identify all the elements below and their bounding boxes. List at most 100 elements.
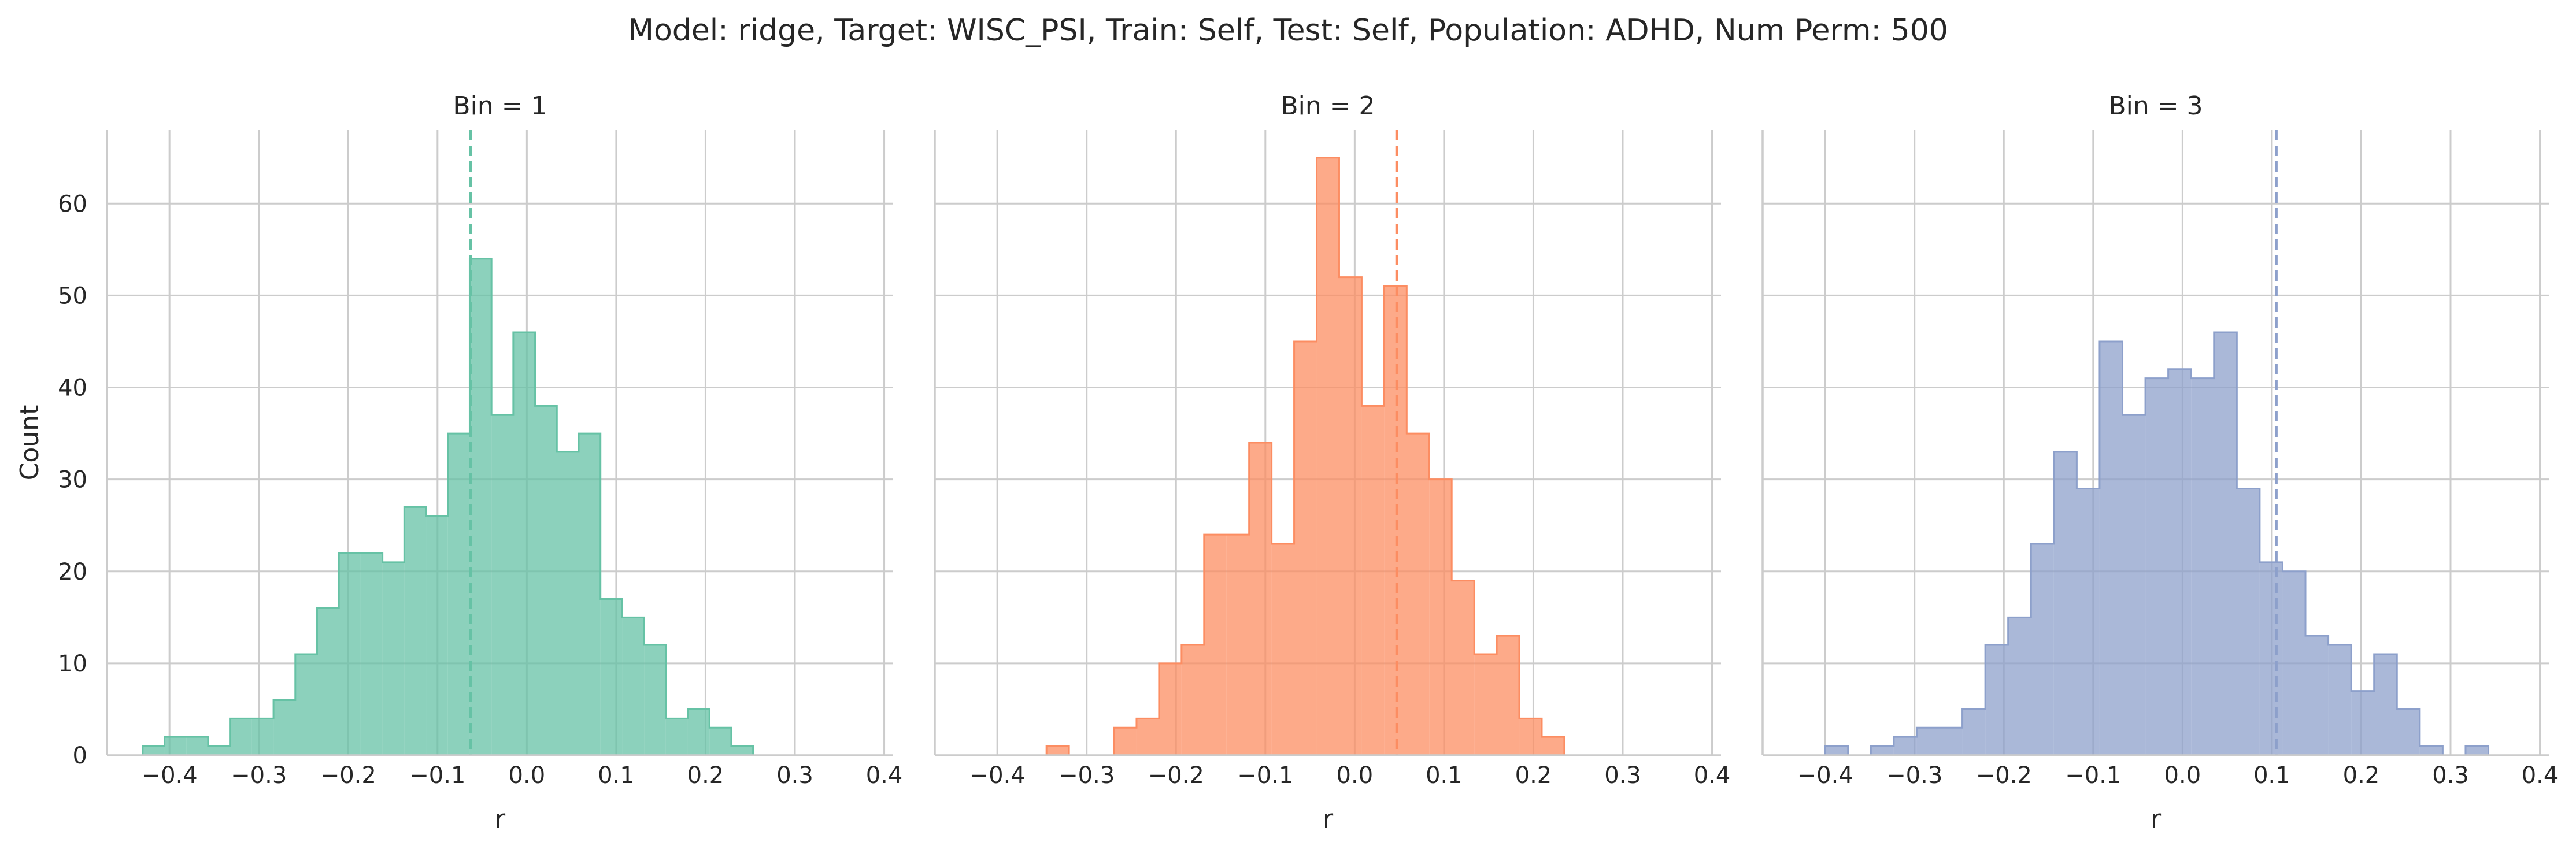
histogram-bar [622, 617, 645, 755]
x-tick-label: −0.3 [231, 762, 287, 789]
histogram-outline [1824, 331, 2490, 756]
histogram-bar [1046, 746, 1069, 755]
x-tick-label: 0.2 [687, 762, 724, 789]
x-tick-label: −0.2 [1148, 762, 1204, 789]
histogram-bar [1114, 728, 1137, 755]
histogram-bar [447, 433, 470, 755]
histogram-bar [2351, 691, 2374, 755]
histogram-bar [469, 258, 492, 755]
histogram-bar [2168, 369, 2192, 755]
y-tick-label: 0 [73, 743, 87, 769]
histogram-bar [1407, 433, 1430, 755]
x-tick-label: −0.4 [142, 762, 198, 789]
histogram-bar [339, 552, 361, 755]
histogram-bar [1316, 157, 1339, 755]
x-tick-label: −0.1 [2065, 762, 2121, 789]
x-axis-label: r [1323, 804, 1334, 834]
y-tick-label: 60 [58, 191, 87, 217]
x-tick-label: 0.4 [866, 762, 903, 789]
histogram-bar [1181, 645, 1204, 755]
histogram-bar [382, 562, 405, 755]
histogram-bar [1940, 728, 1963, 755]
x-axis-label: r [495, 804, 506, 834]
histogram-bar [1871, 746, 1894, 755]
histogram-bar [2397, 709, 2420, 755]
histogram-bar [164, 737, 187, 755]
x-tick-label: 0.2 [2343, 762, 2380, 789]
histogram-bar [1159, 663, 1182, 755]
x-tick-label: 0.3 [1604, 762, 1641, 789]
histogram-bar [1825, 746, 1848, 755]
histogram-bar [2008, 617, 2031, 755]
histogram-bar [687, 709, 710, 755]
y-tick-label: 20 [58, 559, 87, 585]
histogram-bar [2099, 341, 2123, 755]
panel-title: Bin = 3 [2108, 91, 2203, 121]
histogram-bar [709, 728, 731, 755]
figure-suptitle: Model: ridge, Target: WISC_PSI, Train: S… [628, 13, 1948, 48]
histogram-bar [404, 507, 427, 755]
histogram-bar [2305, 636, 2329, 755]
histogram-bar [665, 718, 688, 755]
histogram-bar [1429, 479, 1452, 755]
histogram-bar [491, 415, 513, 755]
y-tick-label: 50 [58, 283, 87, 309]
histogram-bar [1962, 709, 1986, 755]
panel-title: Bin = 2 [1280, 91, 1375, 121]
histogram-bar [1474, 654, 1497, 755]
histogram-bar [2053, 451, 2077, 755]
histogram-bar [1452, 580, 1475, 755]
histogram-bar [644, 645, 666, 755]
x-tick-label: 0.3 [2432, 762, 2469, 789]
histogram-bar [317, 608, 339, 755]
histogram-bar [208, 746, 230, 755]
histogram-bar [2419, 746, 2443, 755]
histogram-bar [2191, 378, 2214, 755]
x-tick-label: −0.1 [1237, 762, 1293, 789]
histogram-bar [360, 552, 383, 755]
histogram-bar [2237, 488, 2260, 755]
histogram-bar [600, 599, 623, 755]
histogram-bar [1893, 737, 1917, 755]
x-tick-label: 0.1 [1426, 762, 1463, 789]
x-tick-label: −0.2 [320, 762, 376, 789]
histogram-bar [2145, 378, 2168, 755]
histogram-bar [1361, 406, 1385, 755]
histogram-bar [1985, 645, 2008, 755]
panel-1: −0.4 −0.3 −0.2 −0.1 0.0 0.1 0.2 0.3 0.4 0 10 20 30 40… [15, 91, 902, 834]
histogram-bar [230, 718, 252, 755]
histogram-bar [142, 746, 165, 755]
histogram-bar [2374, 654, 2397, 755]
histogram-bar [1497, 636, 1520, 755]
x-tick-label: 0.0 [2164, 762, 2201, 789]
x-tick-label: −0.1 [409, 762, 465, 789]
histogram-bar [186, 737, 208, 755]
x-axis-label: r [2151, 804, 2162, 834]
y-tick-label: 10 [58, 651, 87, 677]
histogram-bar [2465, 746, 2489, 755]
histogram-bar [2122, 415, 2146, 755]
histogram-bar [1271, 544, 1294, 755]
histogram-bar [2328, 645, 2352, 755]
histogram-bar [1339, 277, 1362, 755]
histogram-bar [1541, 737, 1564, 755]
histogram-bar [1294, 341, 1317, 755]
y-tick-label: 30 [58, 467, 87, 494]
histogram-bar [2077, 488, 2100, 755]
x-tick-label: −0.4 [969, 762, 1026, 789]
x-tick-label: −0.3 [1886, 762, 1942, 789]
histogram-outline [1045, 157, 1565, 756]
histogram-bar [295, 654, 317, 755]
x-tick-label: −0.3 [1058, 762, 1115, 789]
histogram-bar [251, 718, 274, 755]
x-tick-label: 0.0 [509, 762, 546, 789]
histogram-bar [2214, 332, 2237, 755]
x-tick-label: 0.3 [776, 762, 813, 789]
histogram-bar [1226, 535, 1249, 755]
panel-title: Bin = 1 [453, 91, 547, 121]
x-tick-label: 0.4 [2522, 762, 2559, 789]
x-tick-label: 0.4 [1694, 762, 1731, 789]
histogram-bar [731, 746, 753, 755]
panel-3: −0.4 −0.3 −0.2 −0.1 0.0 0.1 0.2 0.3 0.4 Bin = 3 r [1761, 91, 2559, 834]
histogram-bar [1916, 728, 1940, 755]
